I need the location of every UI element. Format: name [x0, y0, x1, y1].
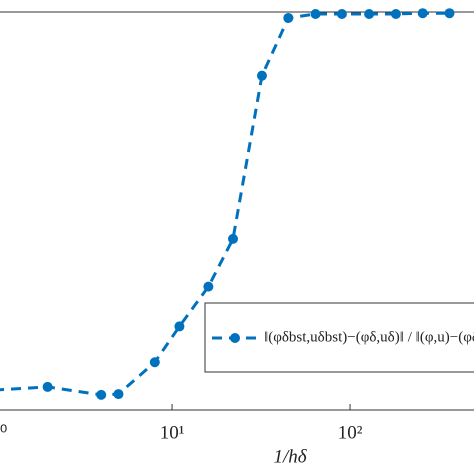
x-tick-label: 10¹ [160, 422, 185, 443]
legend-label: ‖(φδbst,uδbst)−(φδ,uδ)‖ / ‖(φ,u)−(φδ,uδ)… [264, 329, 474, 345]
data-point [96, 389, 107, 400]
data-point [228, 233, 239, 244]
data-point [283, 12, 294, 23]
data-point [336, 8, 347, 19]
data-point [444, 8, 455, 19]
data-point [310, 8, 321, 19]
x-tick-label: 10⁰ [0, 422, 7, 443]
data-point [203, 281, 214, 292]
data-point [174, 321, 185, 332]
x-axis-label: 1/hδ [273, 446, 307, 467]
legend-marker [230, 333, 240, 343]
data-point [417, 8, 428, 19]
data-point [364, 8, 375, 19]
data-point [113, 389, 124, 400]
data-point [42, 381, 53, 392]
data-point [149, 357, 160, 368]
data-point [256, 70, 267, 81]
x-tick-label: 10² [338, 422, 363, 443]
data-point [390, 8, 401, 19]
